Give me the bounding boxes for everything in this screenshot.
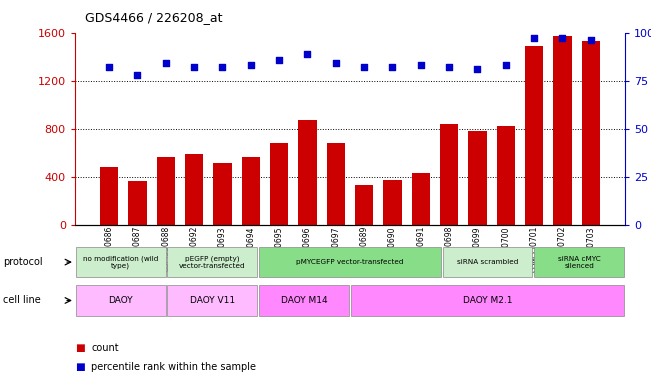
Bar: [242, 157, 260, 225]
Text: ■: ■: [75, 343, 85, 353]
Point: [501, 62, 511, 68]
Text: cell line: cell line: [3, 295, 41, 305]
Point: [189, 64, 199, 70]
Bar: [76, 247, 165, 277]
Point: [359, 64, 369, 70]
Text: GDS4466 / 226208_at: GDS4466 / 226208_at: [85, 12, 222, 25]
Text: ■: ■: [75, 362, 85, 372]
Text: pMYCEGFP vector-transfected: pMYCEGFP vector-transfected: [296, 259, 404, 265]
Bar: [167, 247, 257, 277]
Bar: [76, 285, 165, 316]
Text: pEGFP (empty)
vector-transfected: pEGFP (empty) vector-transfected: [179, 255, 245, 269]
Point: [132, 72, 143, 78]
Bar: [128, 182, 146, 225]
Text: count: count: [91, 343, 118, 353]
Point: [529, 35, 539, 41]
Point: [331, 60, 341, 66]
Text: siRNA scrambled: siRNA scrambled: [457, 259, 518, 265]
Bar: [411, 173, 430, 225]
Bar: [383, 180, 402, 225]
Text: DAOY V11: DAOY V11: [190, 296, 235, 305]
Point: [585, 37, 596, 43]
Bar: [525, 46, 544, 225]
Text: protocol: protocol: [3, 257, 43, 267]
Bar: [440, 124, 458, 225]
Text: DAOY M2.1: DAOY M2.1: [463, 296, 512, 305]
Point: [415, 62, 426, 68]
Point: [557, 35, 568, 41]
Point: [472, 66, 482, 72]
Bar: [581, 41, 600, 225]
Bar: [443, 247, 533, 277]
Point: [104, 64, 115, 70]
Text: siRNA cMYC
silenced: siRNA cMYC silenced: [558, 256, 600, 268]
Point: [274, 56, 284, 63]
Bar: [156, 157, 175, 225]
Bar: [185, 154, 203, 225]
Bar: [497, 126, 515, 225]
Point: [217, 64, 228, 70]
Bar: [327, 143, 345, 225]
Point: [444, 64, 454, 70]
Bar: [468, 131, 486, 225]
Bar: [259, 285, 349, 316]
Bar: [553, 36, 572, 225]
Bar: [355, 185, 373, 225]
Point: [161, 60, 171, 66]
Point: [302, 51, 312, 57]
Text: percentile rank within the sample: percentile rank within the sample: [91, 362, 256, 372]
Bar: [351, 285, 624, 316]
Bar: [167, 285, 257, 316]
Bar: [270, 143, 288, 225]
Point: [245, 62, 256, 68]
Text: DAOY: DAOY: [109, 296, 133, 305]
Text: DAOY M14: DAOY M14: [281, 296, 327, 305]
Bar: [214, 164, 232, 225]
Bar: [534, 247, 624, 277]
Point: [387, 64, 398, 70]
Bar: [259, 247, 441, 277]
Text: no modification (wild
type): no modification (wild type): [83, 255, 158, 269]
Bar: [100, 167, 118, 225]
Bar: [298, 120, 316, 225]
